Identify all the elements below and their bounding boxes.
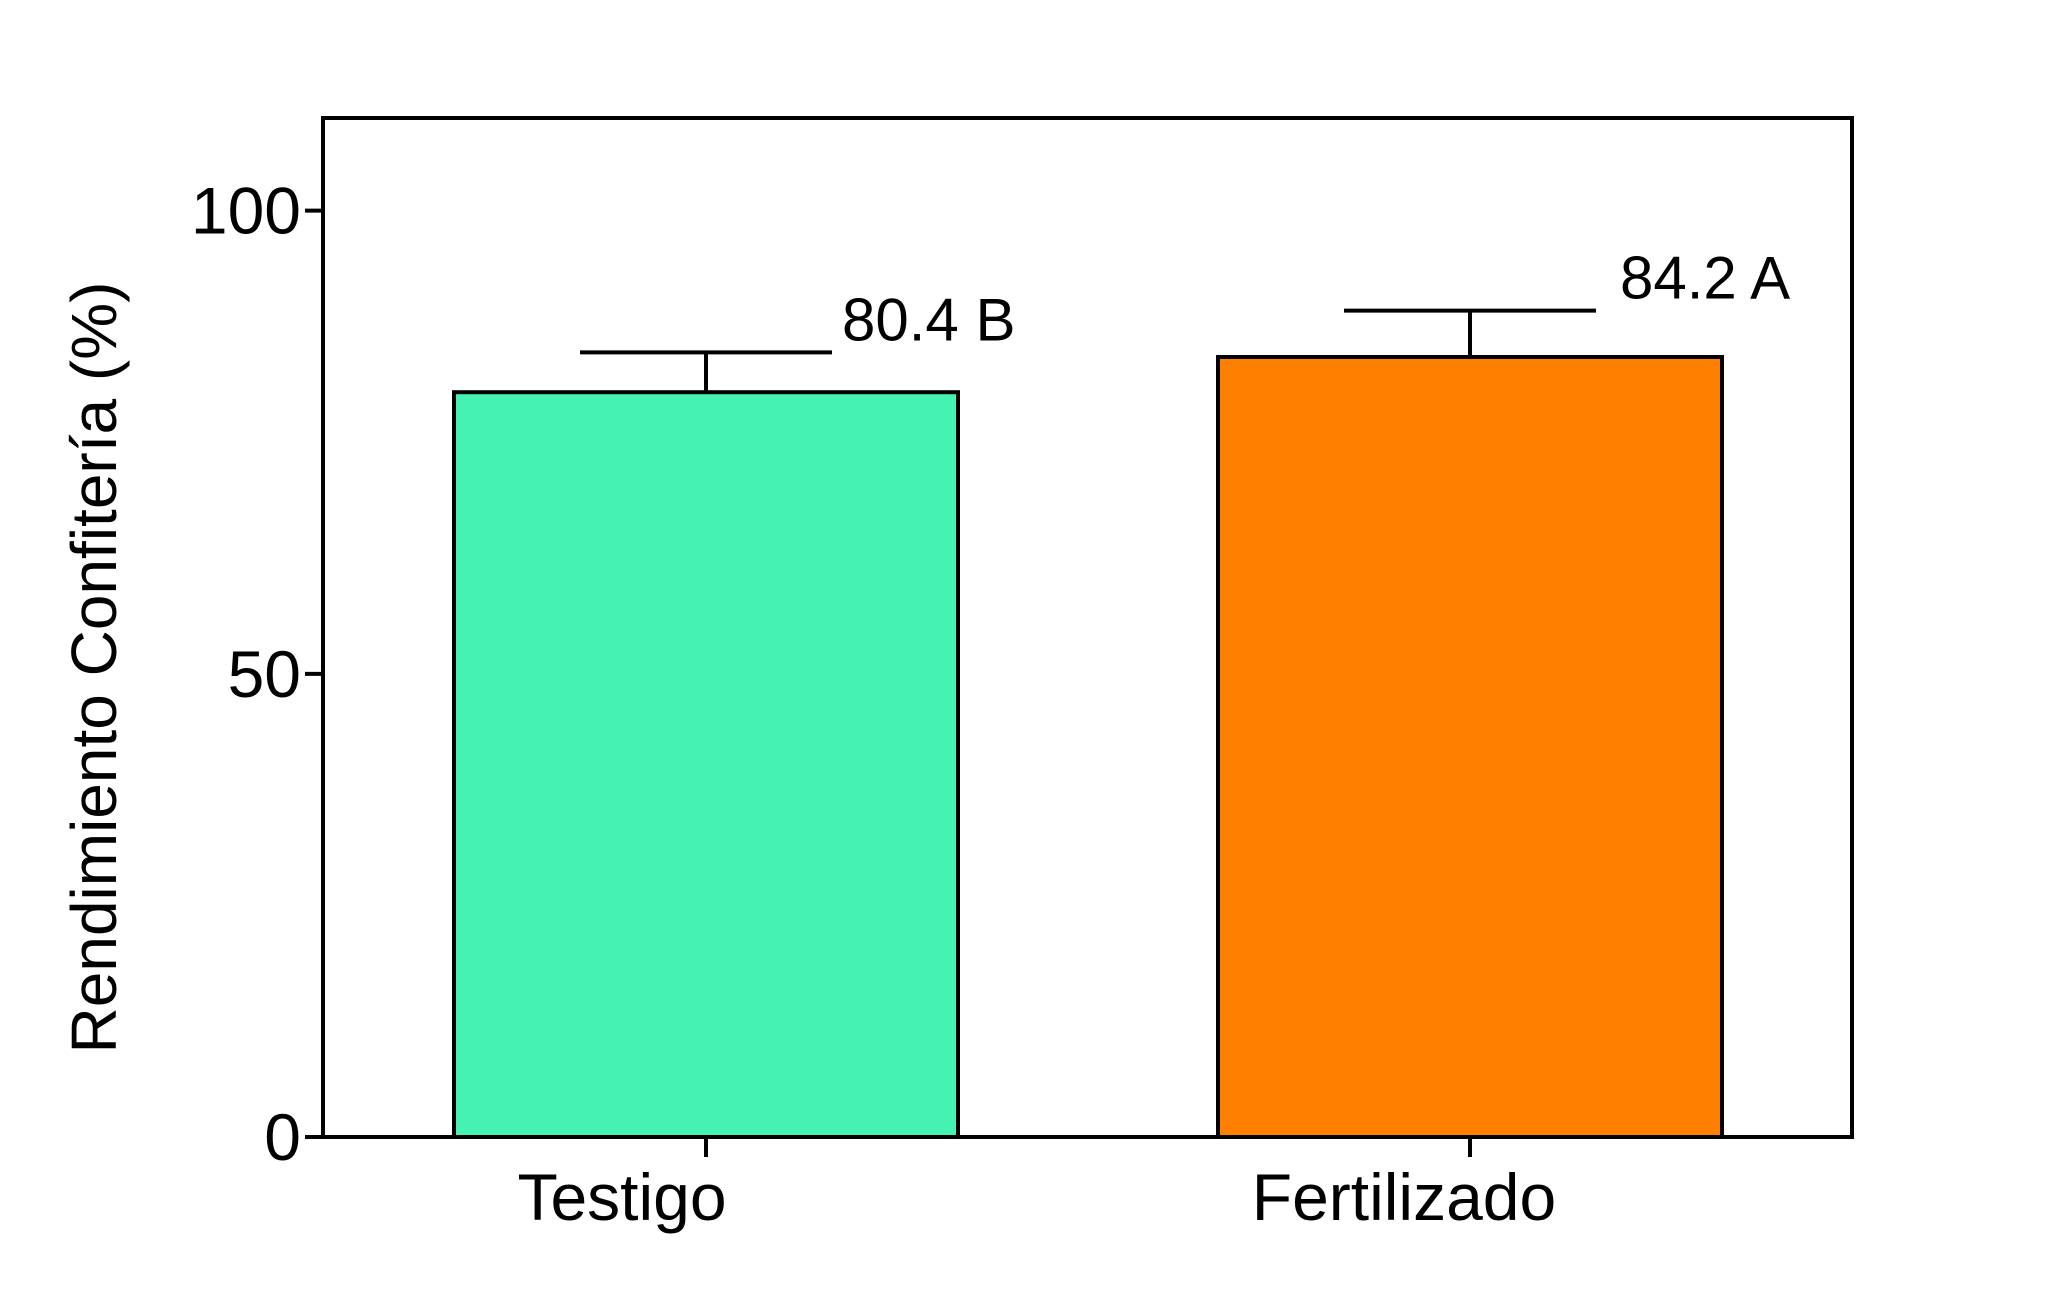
bars-group: 80.4 B 84.2 A [452, 245, 1790, 1140]
bar-testigo [452, 390, 960, 1140]
x-tick-label-testigo: Testigo [517, 1160, 726, 1234]
y-axis: 0 50 100 [191, 174, 323, 1174]
x-tick-label-fertilizado: Fertilizado [1252, 1160, 1556, 1234]
bar-fertilizado [1216, 355, 1724, 1139]
plot-frame [321, 116, 1854, 1139]
data-label-fertilizado: 84.2 A [1620, 245, 1790, 312]
y-tick-label-50: 50 [228, 637, 301, 711]
y-tick-label-100: 100 [191, 174, 301, 248]
y-tick-label-0: 0 [264, 1100, 301, 1174]
x-axis: Testigo Fertilizado [517, 1137, 1556, 1234]
plot-border [321, 116, 1854, 1139]
y-axis-label: Rendimiento Confitería (%) [58, 282, 130, 1054]
data-label-testigo: 80.4 B [842, 286, 1015, 353]
